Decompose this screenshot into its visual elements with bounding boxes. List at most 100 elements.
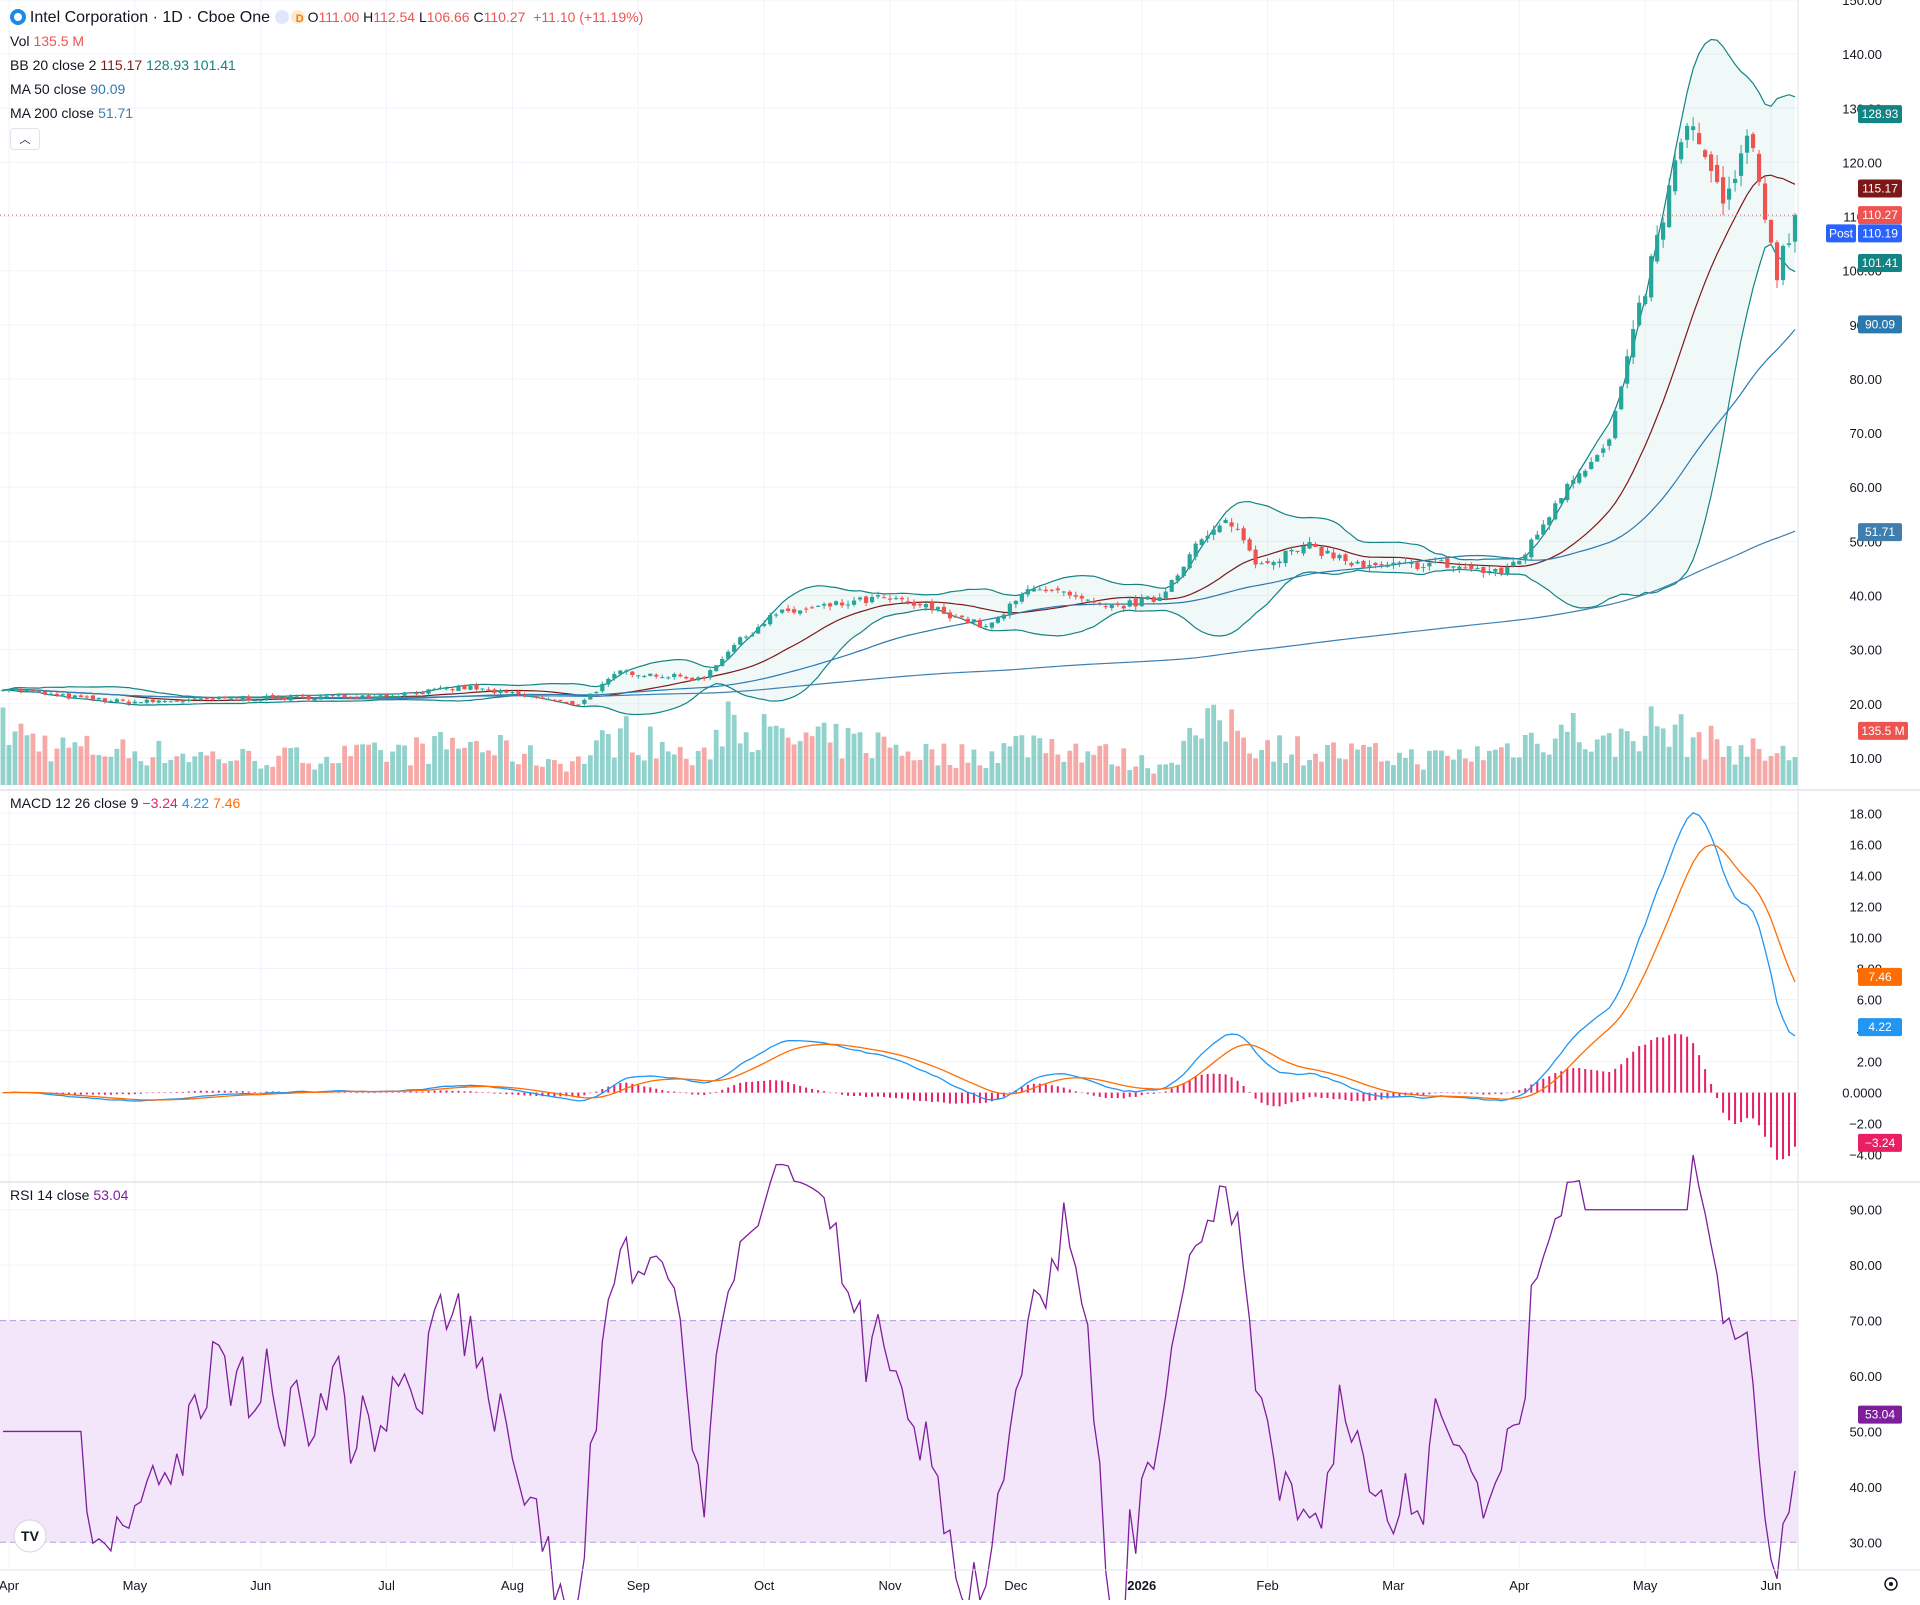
tradingview-logo[interactable]: TV xyxy=(13,1519,47,1553)
bb-legend[interactable]: BB 20 close 2 115.17 128.93 101.41 xyxy=(10,56,236,74)
time-tick-label: Dec xyxy=(1004,1578,1028,1593)
volume-bar xyxy=(569,761,575,785)
candle-body xyxy=(204,697,209,700)
macd-histogram-bar xyxy=(1194,1076,1197,1093)
ma200-legend[interactable]: MA 200 close 51.71 xyxy=(10,104,133,122)
bb-name: BB 20 close 2 xyxy=(10,57,97,73)
post-tag-bg xyxy=(1826,224,1856,243)
macd-histogram-bar xyxy=(1698,1055,1701,1093)
volume-bar xyxy=(1726,746,1732,785)
volume-bar xyxy=(1630,741,1636,785)
symbol-title[interactable]: Intel Corporation · 1D · Cboe One xyxy=(29,9,271,26)
macd-histogram-bar xyxy=(1674,1033,1677,1093)
candle-body xyxy=(1673,160,1678,192)
volume-bar xyxy=(378,749,383,785)
volume-bar xyxy=(84,735,90,785)
candle-body xyxy=(258,699,263,701)
volume-bar xyxy=(72,742,78,785)
volume-bar xyxy=(917,759,923,785)
candle-body xyxy=(804,608,809,610)
macd-histogram-bar xyxy=(751,1081,754,1093)
macd-histogram-bar xyxy=(1764,1092,1767,1137)
candle-body xyxy=(528,695,533,697)
macd-histogram-bar xyxy=(1452,1092,1455,1094)
macd-histogram-bar xyxy=(1770,1092,1773,1148)
rsi-pane[interactable] xyxy=(0,1154,1920,1605)
candle-body xyxy=(1049,589,1054,591)
collapse-legend-button[interactable]: ︿ xyxy=(10,128,40,150)
macd-histogram-bar xyxy=(1680,1034,1683,1093)
macd-histogram-bar xyxy=(847,1092,850,1096)
volume-bar xyxy=(719,746,725,785)
volume-bar xyxy=(1588,751,1594,785)
candle-body xyxy=(324,695,329,697)
macd-histogram-bar xyxy=(1602,1071,1605,1093)
candle-body xyxy=(1517,560,1522,565)
volume-bar xyxy=(1337,758,1342,785)
volume-bar xyxy=(1762,760,1768,785)
candle-body xyxy=(1373,562,1378,566)
macd-histogram-bar xyxy=(739,1082,742,1093)
macd-histogram-bar xyxy=(421,1091,424,1093)
macd-histogram-bar xyxy=(475,1091,478,1093)
volume-bar xyxy=(54,748,60,785)
candle-body xyxy=(1103,606,1108,608)
macd-histogram-bar xyxy=(1428,1092,1431,1095)
volume-bar xyxy=(1480,760,1486,785)
rsi-legend[interactable]: RSI 14 close 53.04 xyxy=(10,1186,128,1204)
macd-histogram-bar xyxy=(1410,1092,1413,1095)
macd-histogram-bar xyxy=(1002,1092,1005,1097)
volume-bar xyxy=(1546,754,1552,785)
ma50-legend[interactable]: MA 50 close 90.09 xyxy=(10,80,125,98)
volume-bar xyxy=(1301,765,1306,785)
settings-gear-icon[interactable] xyxy=(1884,1577,1898,1591)
macd-legend[interactable]: MACD 12 26 close 9 −3.24 4.22 7.46 xyxy=(10,794,240,812)
macd-tick-label: 0.0000 xyxy=(1842,1086,1882,1101)
price-tick-label: 10.00 xyxy=(1849,751,1882,766)
rsi-tick-label: 80.00 xyxy=(1849,1258,1882,1273)
candle-body xyxy=(1565,484,1570,501)
macd-histogram-bar xyxy=(835,1092,838,1094)
macd-histogram-bar xyxy=(1722,1092,1725,1113)
volume-bar xyxy=(510,761,515,785)
candle-body xyxy=(456,686,461,692)
candle-body xyxy=(1475,568,1480,570)
price-pane[interactable] xyxy=(0,38,1798,785)
candle-body xyxy=(798,610,803,614)
vol-legend[interactable]: Vol 135.5 M xyxy=(10,32,84,50)
time-tick-label: Jun xyxy=(1761,1578,1782,1593)
candle-body xyxy=(18,689,24,692)
volume-bar xyxy=(432,736,437,785)
candle-body xyxy=(582,699,587,704)
volume-bar xyxy=(617,728,623,785)
volume-bar xyxy=(1361,744,1366,785)
volume-bar xyxy=(737,743,743,785)
candle-body xyxy=(624,670,629,672)
macd-histogram-bar xyxy=(541,1092,544,1097)
volume-bar xyxy=(408,765,413,785)
volume-bar xyxy=(1606,733,1612,785)
volume-bar xyxy=(701,747,707,785)
macd-pane[interactable] xyxy=(0,789,1920,1160)
volume-bar xyxy=(653,758,659,785)
macd-histogram-bar xyxy=(1746,1092,1749,1119)
macd-histogram-bar xyxy=(1284,1092,1287,1105)
macd-histogram-bar xyxy=(163,1092,166,1093)
candle-body xyxy=(1685,125,1690,140)
candle-body xyxy=(486,689,491,691)
candle-body xyxy=(1121,605,1126,609)
macd-histogram-bar xyxy=(996,1092,999,1099)
candle-body xyxy=(971,619,977,623)
volume-bar xyxy=(809,736,815,785)
volume-bar xyxy=(767,726,773,785)
macd-histogram-bar xyxy=(703,1092,706,1095)
macd-histogram-bar xyxy=(157,1092,160,1093)
bb-basis-label-bg xyxy=(1858,179,1902,198)
macd-histogram-bar xyxy=(1560,1071,1563,1093)
volume-bar xyxy=(210,751,216,785)
macd-histogram-bar xyxy=(517,1092,520,1095)
macd-histogram-bar xyxy=(1020,1087,1023,1093)
session-icons[interactable] xyxy=(274,9,306,25)
candle-body xyxy=(959,615,965,618)
